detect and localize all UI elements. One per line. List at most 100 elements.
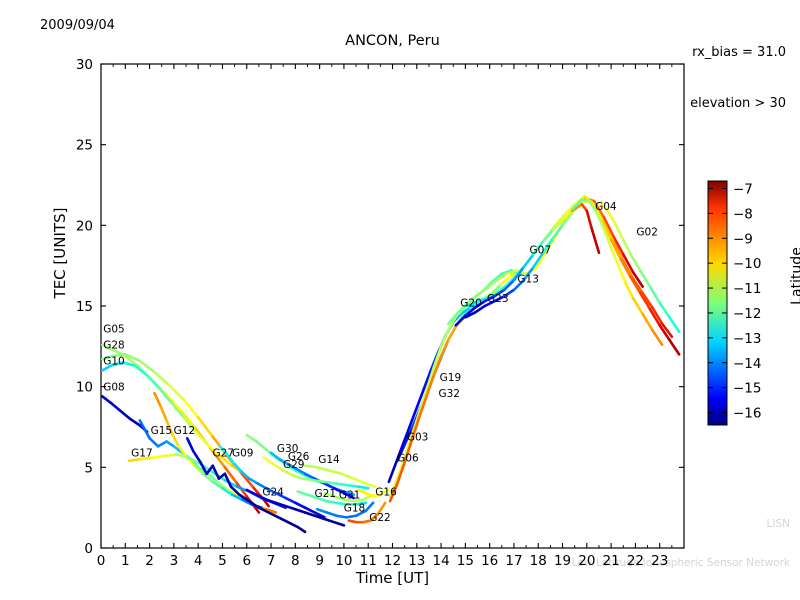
series-label: G08 <box>103 382 125 394</box>
series-segment <box>403 438 414 464</box>
series-label: G23 <box>487 293 509 305</box>
series-segment <box>352 477 368 485</box>
series-label: G12 <box>174 425 196 437</box>
x-tick-label: 9 <box>315 553 324 569</box>
series-segment <box>165 393 183 413</box>
series-segment <box>651 328 664 347</box>
series-segment <box>323 491 336 498</box>
series-segment <box>410 411 421 437</box>
series-segment <box>274 501 287 508</box>
series-segment <box>185 436 195 453</box>
series-label: G17 <box>131 448 153 460</box>
series-segment <box>272 462 285 472</box>
series-segment <box>590 227 601 255</box>
series-segment <box>223 466 239 485</box>
series-segment <box>209 446 227 469</box>
series-segment <box>532 251 545 269</box>
series-segment <box>119 409 132 421</box>
series-segment <box>485 291 499 300</box>
series-segment <box>313 514 326 521</box>
series-segment <box>138 456 154 461</box>
series-segment <box>522 265 535 282</box>
series-label: G22 <box>369 512 391 524</box>
series-segment <box>621 238 632 256</box>
series-segment <box>138 359 156 374</box>
series-segment <box>345 483 360 488</box>
series-segment <box>648 307 662 327</box>
series-segment <box>403 427 414 447</box>
series-segment <box>473 304 487 314</box>
date-label: 2009/09/04 <box>40 18 115 33</box>
series-segment <box>522 253 535 269</box>
series-segment <box>328 469 343 476</box>
series-segment <box>345 514 358 519</box>
series-segment <box>464 306 477 317</box>
series-segment <box>247 477 259 485</box>
series-segment <box>284 504 297 511</box>
x-tick-label: 8 <box>291 553 300 569</box>
series-segment <box>233 462 244 474</box>
x-tick-label: 7 <box>267 553 276 569</box>
series-segment <box>128 417 142 427</box>
series-segment <box>286 520 300 529</box>
series-segment <box>127 457 142 463</box>
series-label: G15 <box>151 425 173 437</box>
watermark-line-2: Low-Latitude Ionospheric Sensor Network <box>571 557 790 569</box>
series-segment <box>294 501 307 509</box>
series-label: G18 <box>344 503 366 515</box>
series-segment <box>357 485 370 490</box>
series-segment <box>335 501 348 506</box>
series-label: G24 <box>262 486 284 498</box>
series-segment <box>439 328 450 348</box>
series-segment <box>570 198 584 211</box>
series-segment <box>158 386 173 405</box>
series-segment <box>352 498 365 503</box>
series-segment <box>156 440 168 448</box>
series-segment <box>342 490 355 497</box>
series-segment <box>223 478 239 488</box>
series-segment <box>466 293 479 305</box>
series-segment <box>631 270 645 288</box>
series-label: G32 <box>438 388 460 400</box>
series-segment <box>631 277 645 295</box>
series-label: G09 <box>232 448 254 460</box>
series-segment <box>325 511 338 518</box>
series-segment <box>211 480 224 490</box>
series-segment <box>101 343 114 351</box>
series-segment <box>668 338 681 356</box>
rx-bias-annotation: rx_bias = 31.0 <box>692 45 786 60</box>
series-segment <box>281 469 295 477</box>
series-segment <box>332 520 346 527</box>
series-segment <box>145 374 161 390</box>
series-segment <box>585 209 593 230</box>
x-axis-title: Time [UT] <box>355 569 430 587</box>
series-segment <box>192 449 202 464</box>
series-segment <box>354 509 368 518</box>
series-segment <box>206 472 219 484</box>
series-label: G04 <box>595 201 617 213</box>
series-segment <box>323 517 336 524</box>
series-label: G28 <box>103 340 125 352</box>
colorbar-tick-label: −10 <box>733 256 762 272</box>
series-segment <box>240 472 256 490</box>
x-tick-label: 12 <box>384 553 401 569</box>
series-segment <box>466 299 479 308</box>
series-label: G19 <box>440 372 462 384</box>
series-segment <box>296 525 307 534</box>
series-label: G20 <box>460 298 482 310</box>
series-segment <box>387 464 397 484</box>
watermark-line-1: LISN <box>766 518 790 530</box>
series-segment <box>602 227 613 250</box>
series-segment <box>476 296 489 303</box>
series-label: G03 <box>407 432 429 444</box>
series-segment <box>133 364 149 377</box>
series-segment <box>312 478 326 484</box>
series-segment <box>396 456 406 480</box>
series-segment <box>221 487 234 497</box>
series-segment <box>464 311 477 319</box>
series-segment <box>561 211 574 227</box>
series-segment <box>229 485 241 497</box>
series-segment <box>376 501 387 516</box>
series-segment <box>201 472 215 484</box>
